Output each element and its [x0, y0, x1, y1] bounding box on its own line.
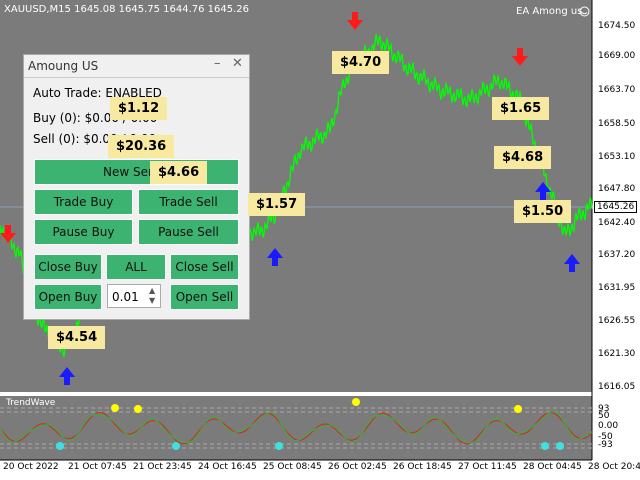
indicator-dot — [56, 442, 64, 450]
trade-buy-button[interactable]: Trade Buy — [34, 189, 133, 215]
indicator-dot — [352, 398, 360, 406]
time-tick-label: 26 Oct 02:45 — [328, 462, 387, 472]
indicator-tick-label: 0.00 — [598, 421, 619, 431]
price-tick-label: 1637.20 — [598, 250, 636, 260]
indicator-dot — [556, 442, 564, 450]
current-price: 1645.26 — [594, 201, 638, 213]
price-tick-label: 1663.70 — [598, 85, 636, 95]
sell-arrow — [512, 48, 528, 66]
ea-name: EA Among us — [516, 6, 583, 17]
close-button[interactable]: ✕ — [232, 56, 243, 71]
indicator-line — [0, 411, 593, 444]
indicator-dot — [172, 442, 180, 450]
indicator-dot — [514, 405, 522, 413]
profit-label: $4.54 — [48, 326, 106, 349]
indicator-bg — [0, 396, 592, 460]
buy-arrow — [564, 254, 580, 272]
ea-panel: Amoung US – ✕ Auto Trade: ENABLED Buy (0… — [23, 54, 250, 320]
buy-arrow — [535, 182, 551, 200]
auto-trade-status: Auto Trade: ENABLED — [33, 86, 162, 100]
price-tick-label: 1653.10 — [598, 152, 636, 162]
symbol-header: XAUUSD,M15 1645.08 1645.75 1644.76 1645.… — [4, 4, 250, 15]
pause-sell-button[interactable]: Pause Sell — [138, 219, 239, 245]
price-tick-label: 1621.30 — [598, 349, 636, 359]
lot-input[interactable]: 0.01 — [107, 284, 161, 308]
open-sell-button[interactable]: Open Sell — [170, 284, 239, 310]
profit-label: $1.50 — [514, 200, 572, 223]
smiley-icon — [579, 6, 590, 17]
all-button[interactable]: ALL — [106, 254, 166, 280]
profit-label: $4.68 — [494, 146, 552, 169]
indicator-tick-label: -93 — [598, 440, 613, 450]
panel-titlebar — [24, 55, 249, 78]
price-tick-label: 1669.00 — [598, 51, 636, 61]
sell-arrow — [347, 12, 363, 30]
indicator-dot — [134, 405, 142, 413]
indicator-dot — [541, 442, 549, 450]
indicator-line — [0, 411, 593, 445]
time-tick-label: 26 Oct 18:45 — [393, 462, 452, 472]
trade-sell-button[interactable]: Trade Sell — [138, 189, 239, 215]
time-tick-label: 20 Oct 2022 — [3, 462, 59, 472]
time-tick-label: 25 Oct 08:45 — [263, 462, 322, 472]
price-tick-label: 1642.40 — [598, 218, 636, 228]
buy-arrow — [267, 248, 283, 266]
profit-label: $1.65 — [492, 97, 550, 120]
price-tick-label: 1674.50 — [598, 21, 636, 31]
open-buy-button[interactable]: Open Buy — [34, 284, 102, 310]
panel-title: Amoung US — [28, 59, 99, 73]
price-tick-label: 1631.95 — [598, 283, 636, 293]
time-tick-label: 28 Oct 04:45 — [523, 462, 582, 472]
lot-spinner[interactable]: ▲ ▼ — [149, 286, 156, 305]
indicator-name: TrendWave — [6, 398, 56, 408]
close-sell-button[interactable]: Close Sell — [170, 254, 239, 280]
profit-label: $1.57 — [248, 193, 306, 216]
buy-arrow — [59, 367, 75, 385]
indicator-tick-label: 93 — [598, 404, 610, 414]
time-tick-label: 27 Oct 11:45 — [458, 462, 517, 472]
close-buy-button[interactable]: Close Buy — [34, 254, 102, 280]
time-tick-label: 28 Oct 20:45 — [588, 462, 640, 472]
indicator-tick-label: 50 — [598, 411, 610, 421]
profit-label: $4.66 — [150, 161, 208, 184]
minimize-button[interactable]: – — [214, 56, 221, 71]
time-tick-label: 24 Oct 16:45 — [198, 462, 257, 472]
pause-buy-button[interactable]: Pause Buy — [34, 219, 133, 245]
profit-label: $20.36 — [108, 135, 175, 158]
time-tick-label: 21 Oct 07:45 — [68, 462, 127, 472]
indicator-dot — [275, 442, 283, 450]
price-tick-label: 1658.50 — [598, 119, 636, 129]
price-tick-label: 1626.55 — [598, 316, 636, 326]
profit-label: $4.70 — [332, 51, 390, 74]
new-series-button[interactable]: New Series — [34, 159, 239, 185]
time-tick-label: 21 Oct 23:45 — [133, 462, 192, 472]
indicator-tick-label: -50 — [598, 432, 613, 442]
price-tick-label: 1647.80 — [598, 184, 636, 194]
indicator-dot — [111, 404, 119, 412]
profit-label: $1.12 — [110, 97, 168, 120]
price-tick-label: 1616.05 — [598, 382, 636, 392]
sell-arrow — [0, 225, 16, 243]
